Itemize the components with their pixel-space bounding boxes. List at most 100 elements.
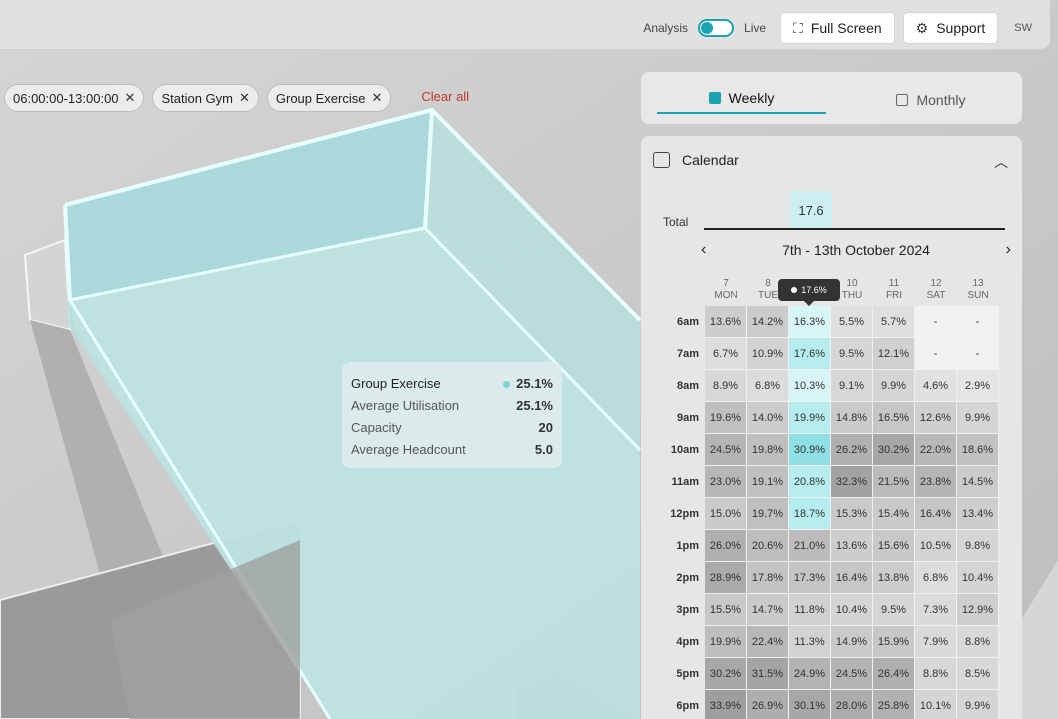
heatmap-cell[interactable]: 12.6%	[915, 402, 957, 434]
heatmap-cell[interactable]: 13.6%	[705, 306, 747, 338]
heatmap-cell[interactable]: -	[957, 338, 999, 370]
heatmap-cell[interactable]: 10.3%	[789, 370, 831, 402]
filter-chip-location[interactable]: Station Gym ✕	[152, 84, 259, 112]
heatmap-cell[interactable]: 33.9%	[705, 690, 747, 719]
heatmap-cell[interactable]: 19.9%	[705, 626, 747, 658]
heatmap-cell[interactable]: 15.5%	[705, 594, 747, 626]
heatmap-cell[interactable]: 13.8%	[873, 562, 915, 594]
heatmap-cell[interactable]: 2.9%	[957, 370, 999, 402]
heatmap-cell[interactable]: 15.6%	[873, 530, 915, 562]
heatmap-cell[interactable]: 24.9%	[789, 658, 831, 690]
heatmap-cell[interactable]: 16.4%	[915, 498, 957, 530]
heatmap-cell[interactable]: 5.5%	[831, 306, 873, 338]
heatmap-cell[interactable]: 17.6%	[789, 338, 831, 370]
heatmap-cell[interactable]: 31.5%	[747, 658, 789, 690]
heatmap-cell[interactable]: 15.0%	[705, 498, 747, 530]
heatmap-cell[interactable]: 9.9%	[873, 370, 915, 402]
heatmap-cell[interactable]: 8.8%	[957, 626, 999, 658]
heatmap-cell[interactable]: 10.9%	[747, 338, 789, 370]
heatmap-cell[interactable]: 14.5%	[957, 466, 999, 498]
heatmap-cell[interactable]: 16.4%	[831, 562, 873, 594]
heatmap-cell[interactable]: 30.1%	[789, 690, 831, 719]
heatmap-cell[interactable]: 26.2%	[831, 434, 873, 466]
heatmap-cell[interactable]: 6.8%	[747, 370, 789, 402]
close-icon[interactable]: ✕	[238, 90, 250, 105]
heatmap-cell[interactable]: 32.3%	[831, 466, 873, 498]
chevron-up-icon[interactable]: ︿	[994, 154, 1008, 170]
heatmap-cell[interactable]: 9.5%	[873, 594, 915, 626]
heatmap-cell[interactable]: 8.5%	[957, 658, 999, 690]
heatmap-cell[interactable]: 10.5%	[915, 530, 957, 562]
heatmap-cell[interactable]: 9.9%	[957, 402, 999, 434]
heatmap-cell[interactable]: 11.8%	[789, 594, 831, 626]
chevron-left-icon[interactable]: ‹	[701, 241, 707, 258]
heatmap-cell[interactable]: 13.6%	[831, 530, 873, 562]
heatmap-cell[interactable]: -	[957, 306, 999, 338]
heatmap-cell[interactable]: 6.8%	[915, 562, 957, 594]
heatmap-cell[interactable]: 23.0%	[705, 466, 747, 498]
heatmap-cell[interactable]: 19.8%	[747, 434, 789, 466]
heatmap-cell[interactable]: 24.5%	[705, 434, 747, 466]
heatmap-cell[interactable]: 22.4%	[747, 626, 789, 658]
heatmap-cell[interactable]: 24.5%	[831, 658, 873, 690]
heatmap-cell[interactable]: 21.5%	[873, 466, 915, 498]
heatmap-cell[interactable]: 25.8%	[873, 690, 915, 719]
filter-chip-space[interactable]: Group Exercise ✕	[266, 84, 392, 112]
chevron-right-icon[interactable]: ›	[1005, 241, 1011, 258]
heatmap-cell[interactable]: 21.0%	[789, 530, 831, 562]
heatmap-cell[interactable]: 9.5%	[831, 338, 873, 370]
heatmap-cell[interactable]: 6.7%	[705, 338, 747, 370]
heatmap-cell[interactable]: 19.1%	[747, 466, 789, 498]
heatmap-cell[interactable]: 28.0%	[831, 690, 873, 719]
heatmap-cell[interactable]: 5.7%	[873, 306, 915, 338]
heatmap-cell[interactable]: 20.8%	[789, 466, 831, 498]
heatmap-cell[interactable]: 14.8%	[831, 402, 873, 434]
heatmap-cell[interactable]: 14.2%	[747, 306, 789, 338]
heatmap-cell[interactable]: 18.6%	[957, 434, 999, 466]
heatmap-cell[interactable]: 9.1%	[831, 370, 873, 402]
tab-weekly[interactable]: Weekly	[657, 86, 826, 114]
mode-toggle[interactable]	[698, 19, 735, 37]
heatmap-cell[interactable]: 19.9%	[789, 402, 831, 434]
close-icon[interactable]: ✕	[371, 90, 383, 105]
heatmap-cell[interactable]: 8.9%	[705, 370, 747, 402]
heatmap-cell[interactable]: 14.9%	[831, 626, 873, 658]
heatmap-cell[interactable]: 28.9%	[705, 562, 747, 594]
support-button[interactable]: ⚙ Support	[902, 12, 999, 44]
heatmap-cell[interactable]: 10.4%	[831, 594, 873, 626]
fullscreen-button[interactable]: ⛶ Full Screen	[780, 12, 895, 44]
heatmap-cell[interactable]: 23.8%	[915, 466, 957, 498]
heatmap-cell[interactable]: 26.4%	[873, 658, 915, 690]
heatmap-cell[interactable]: 10.1%	[915, 690, 957, 719]
user-avatar[interactable]: SW	[1014, 22, 1032, 34]
heatmap-cell[interactable]: 26.9%	[747, 690, 789, 719]
heatmap-cell[interactable]: 15.4%	[873, 498, 915, 530]
heatmap-cell[interactable]: 30.2%	[705, 658, 747, 690]
heatmap-cell[interactable]: 15.9%	[873, 626, 915, 658]
heatmap-cell[interactable]: 11.3%	[789, 626, 831, 658]
heatmap-cell[interactable]: 17.3%	[789, 562, 831, 594]
heatmap-cell[interactable]: 18.7%	[789, 498, 831, 530]
clear-all-link[interactable]: Clear all	[421, 88, 470, 104]
filter-chip-time[interactable]: 06:00:00-13:00:00 ✕	[4, 84, 145, 112]
close-icon[interactable]: ✕	[124, 90, 136, 105]
heatmap-cell[interactable]: 8.8%	[915, 658, 957, 690]
heatmap-cell[interactable]: -	[915, 306, 957, 338]
heatmap-cell[interactable]: 22.0%	[915, 434, 957, 466]
heatmap-cell[interactable]: 12.9%	[957, 594, 999, 626]
heatmap-cell[interactable]: 9.8%	[957, 530, 999, 562]
heatmap-cell[interactable]: 19.7%	[747, 498, 789, 530]
heatmap-cell[interactable]: 9.9%	[957, 690, 999, 719]
heatmap-cell[interactable]: 19.6%	[705, 402, 747, 434]
heatmap-cell[interactable]: 12.1%	[873, 338, 915, 370]
heatmap-cell[interactable]: 14.7%	[747, 594, 789, 626]
heatmap-cell[interactable]: 30.2%	[873, 434, 915, 466]
heatmap-cell[interactable]: 16.5%	[873, 402, 915, 434]
tab-monthly[interactable]: Monthly	[861, 86, 1001, 114]
heatmap-cell[interactable]: 14.0%	[747, 402, 789, 434]
heatmap-cell[interactable]: 10.4%	[957, 562, 999, 594]
heatmap-cell[interactable]: 30.9%	[789, 434, 831, 466]
heatmap-cell[interactable]: 16.3%	[789, 306, 831, 338]
heatmap-cell[interactable]: 17.8%	[747, 562, 789, 594]
heatmap-cell[interactable]: 7.3%	[915, 594, 957, 626]
